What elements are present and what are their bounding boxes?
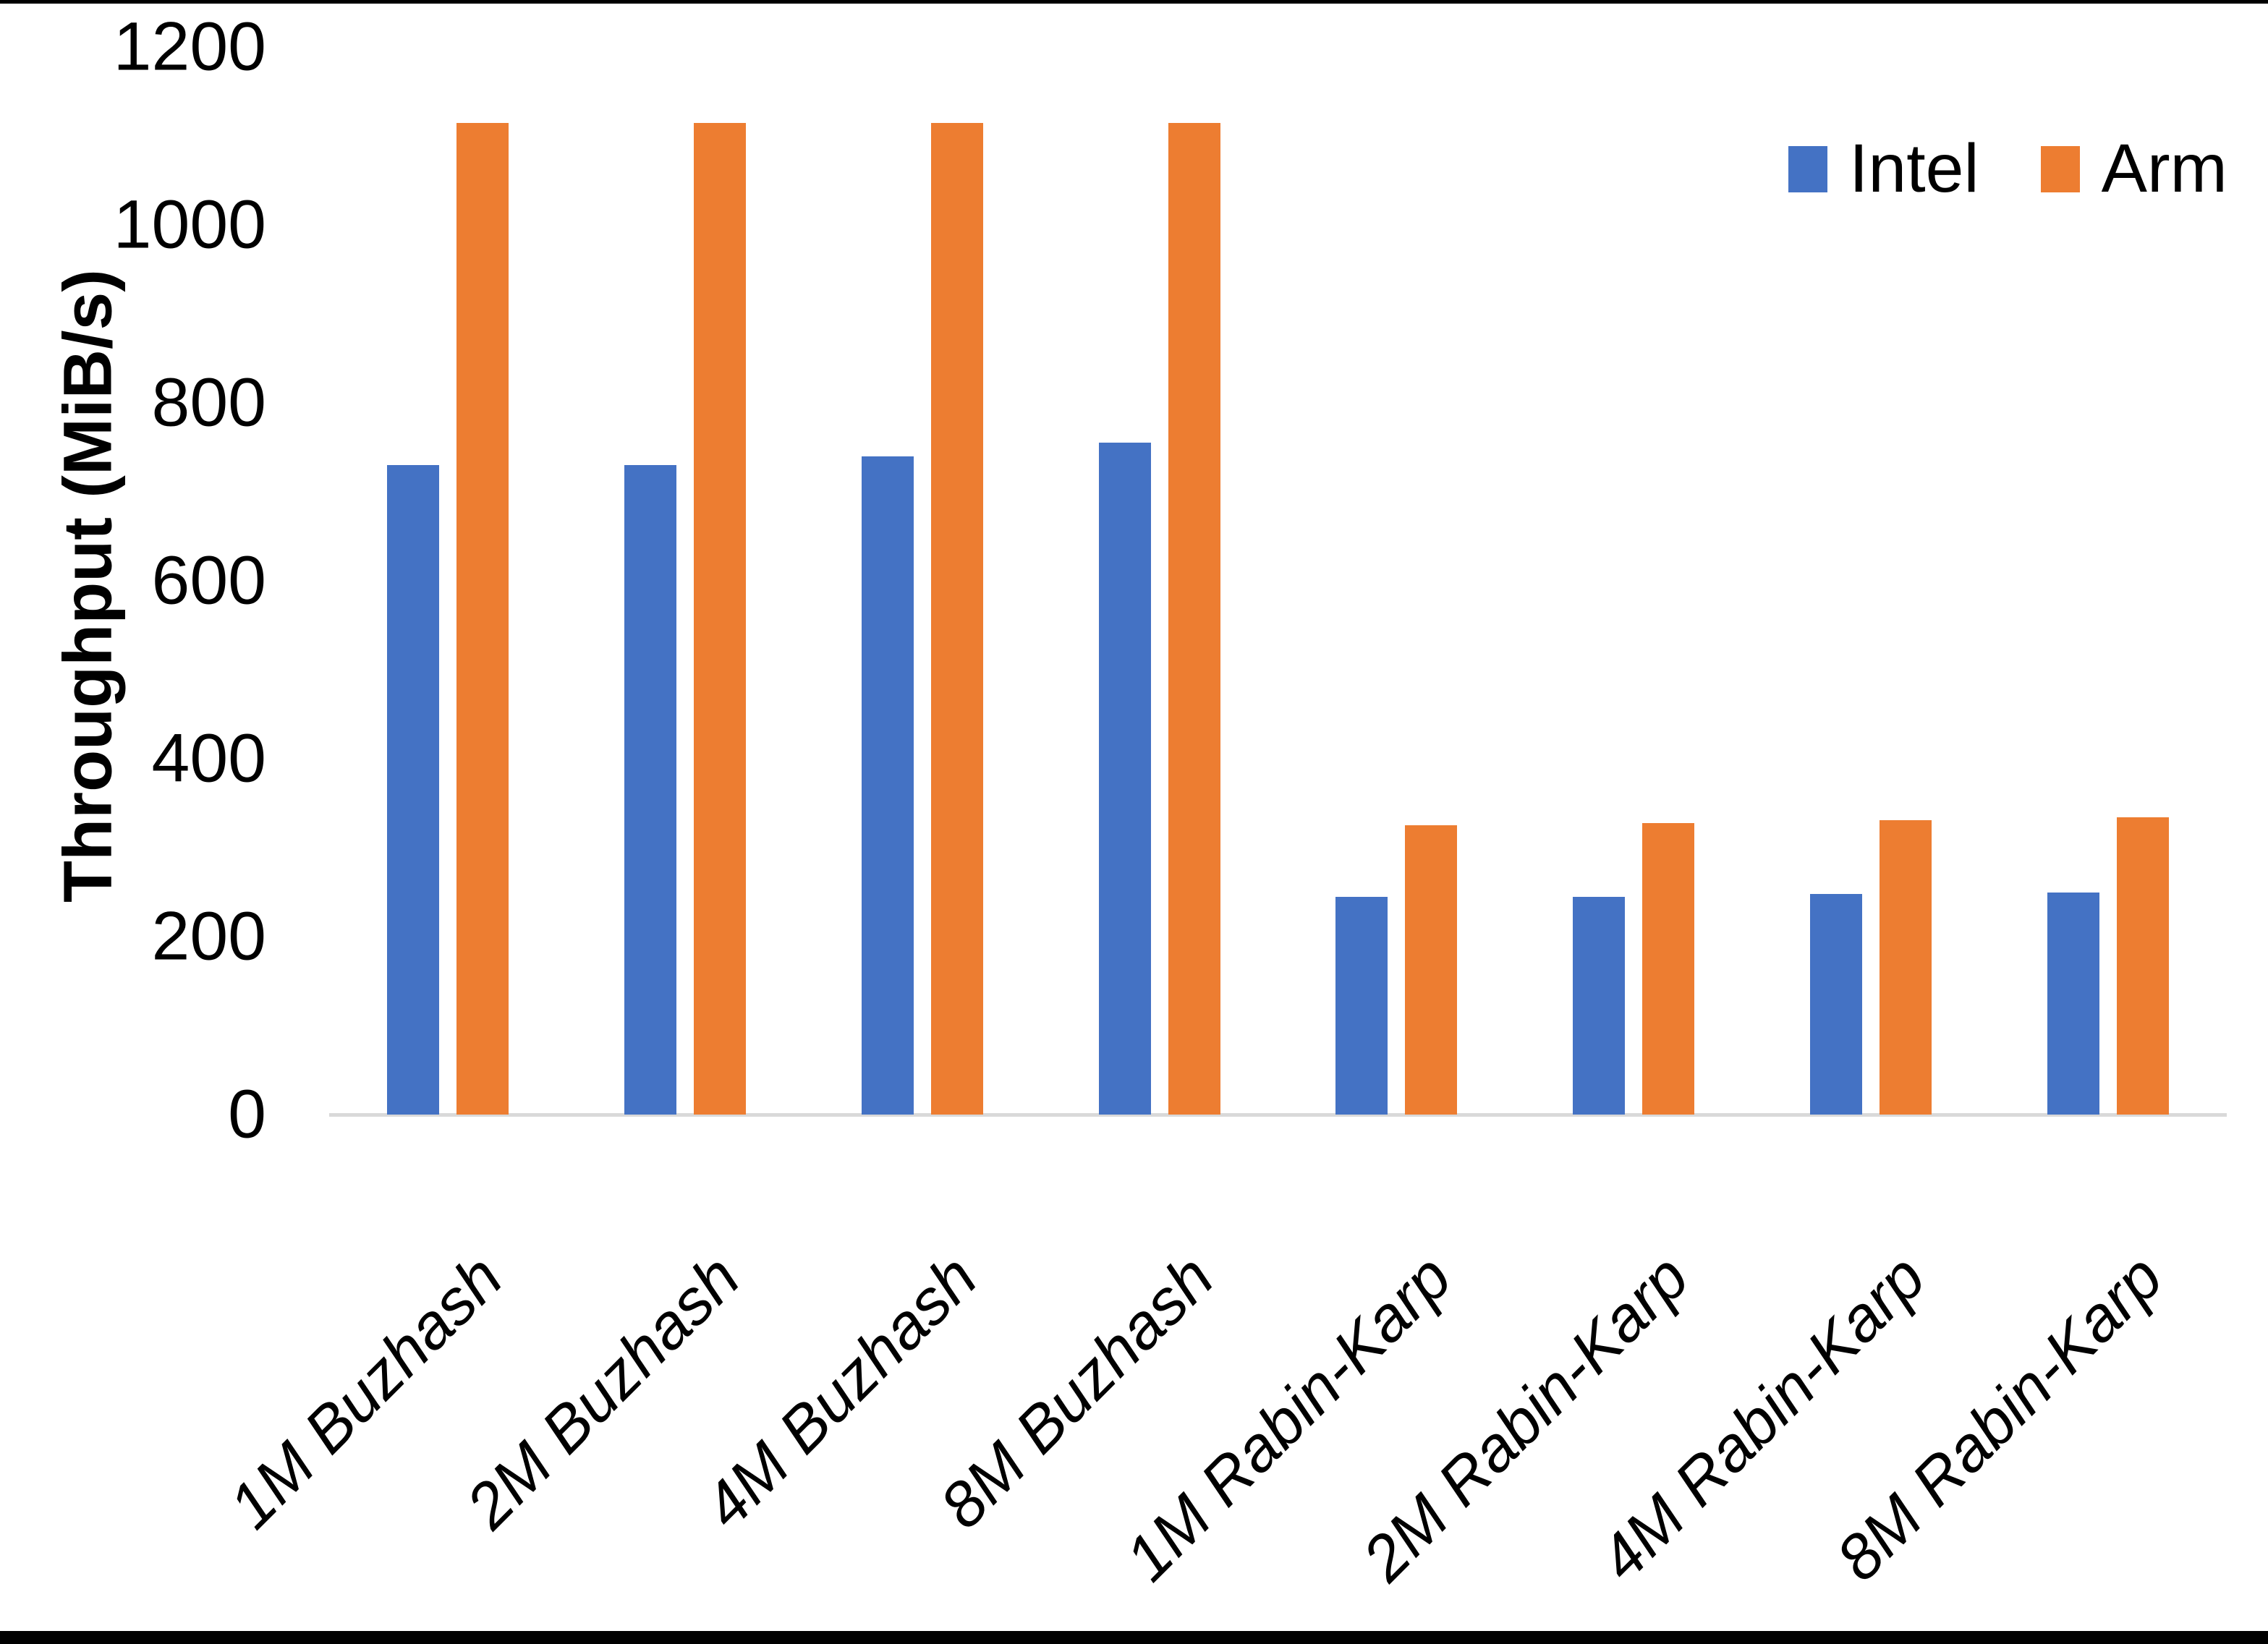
legend: Intel Arm [1788, 135, 2227, 203]
bar-intel-8m-buzhash [1098, 443, 1151, 1115]
bar-intel-4m-rabin-karp [1810, 893, 1863, 1115]
legend-label: Intel [1849, 130, 1979, 207]
legend-item-arm: Arm [2040, 130, 2227, 207]
legend-item-intel: Intel [1788, 135, 1979, 203]
bar-arm-4m-buzhash [930, 122, 983, 1115]
bar-intel-8m-rabin-karp [2047, 892, 2100, 1115]
bar-intel-2m-buzhash [624, 465, 676, 1115]
bar-arm-2m-rabin-karp [1642, 822, 1695, 1115]
bar-arm-1m-rabin-karp [1405, 825, 1458, 1115]
bar-intel-1m-rabin-karp [1335, 896, 1388, 1115]
top-border-line [0, 0, 2268, 4]
y-tick-label: 200 [151, 898, 266, 975]
legend-swatch-intel [1788, 145, 1827, 192]
bar-arm-1m-buzhash [456, 122, 509, 1115]
bar-intel-4m-buzhash [861, 456, 914, 1115]
y-tick-label: 600 [151, 542, 266, 619]
bar-arm-4m-rabin-karp [1880, 819, 1932, 1115]
bar-intel-1m-buzhash [386, 465, 439, 1115]
bottom-border-line [0, 1631, 2268, 1644]
legend-label: Arm [2101, 130, 2227, 207]
y-tick-label: 400 [151, 720, 266, 797]
bar-arm-8m-buzhash [1168, 122, 1220, 1115]
y-tick-label: 0 [228, 1076, 266, 1153]
y-tick-label: 800 [151, 364, 266, 441]
bar-arm-2m-buzhash [693, 122, 746, 1115]
bar-intel-2m-rabin-karp [1573, 896, 1626, 1115]
x-axis-line [329, 1113, 2227, 1117]
legend-swatch-arm [2040, 145, 2080, 192]
y-tick-label: 1200 [113, 8, 266, 85]
y-tick-label: 1000 [113, 186, 266, 263]
bar-arm-8m-rabin-karp [2117, 817, 2170, 1115]
